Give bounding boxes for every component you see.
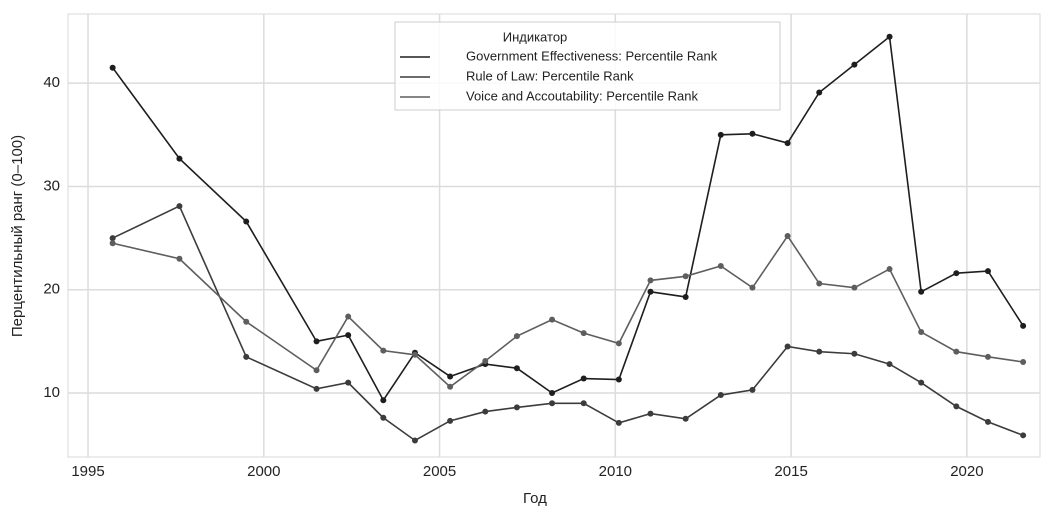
data-point <box>345 379 352 386</box>
data-point <box>513 404 520 411</box>
data-point <box>918 288 925 295</box>
data-point <box>682 273 689 280</box>
data-point <box>549 400 556 407</box>
data-point <box>647 288 654 295</box>
data-point <box>345 332 352 339</box>
data-point <box>243 218 250 225</box>
data-point <box>953 403 960 410</box>
data-point <box>447 373 454 380</box>
y-axis-label: Перцентильный ранг (0–100) <box>9 135 26 337</box>
data-point <box>411 437 418 444</box>
x-tick-label: 2000 <box>247 463 280 480</box>
data-point <box>953 270 960 277</box>
x-axis-label: Год <box>523 490 547 507</box>
data-point <box>447 417 454 424</box>
data-point <box>109 64 116 71</box>
data-point <box>513 333 520 340</box>
data-point <box>717 262 724 269</box>
x-tick-label: 2005 <box>423 463 456 480</box>
data-point <box>615 419 622 426</box>
data-point <box>109 240 116 247</box>
y-tick-label: 30 <box>43 177 60 194</box>
data-point <box>851 350 858 357</box>
y-tick-label: 10 <box>43 384 60 401</box>
plot-frame <box>67 13 1041 458</box>
data-point <box>918 329 925 336</box>
data-point <box>380 397 387 404</box>
data-point <box>513 365 520 372</box>
legend-title: Индикатор <box>503 29 568 44</box>
data-point <box>109 235 116 242</box>
data-point <box>1020 358 1027 365</box>
data-point <box>411 351 418 358</box>
data-point <box>682 415 689 422</box>
data-point <box>580 400 587 407</box>
data-point <box>380 347 387 354</box>
data-point <box>549 316 556 323</box>
y-tick-label: 20 <box>43 281 60 298</box>
data-point <box>447 383 454 390</box>
data-point <box>984 268 991 275</box>
data-point <box>816 348 823 355</box>
data-point <box>580 330 587 337</box>
legend-label: Rule of Law: Percentile Rank <box>466 68 634 83</box>
data-point <box>615 340 622 347</box>
data-point <box>615 376 622 383</box>
data-point <box>682 293 689 300</box>
data-point <box>482 357 489 364</box>
data-point <box>749 284 756 291</box>
data-point <box>784 343 791 350</box>
data-point <box>313 367 320 374</box>
data-point <box>313 338 320 345</box>
data-point <box>984 353 991 360</box>
legend-box <box>394 21 781 111</box>
data-point <box>313 385 320 392</box>
data-point <box>345 313 352 320</box>
legend-label: Voice and Accoutability: Percentile Rank <box>466 88 698 103</box>
data-point <box>918 379 925 386</box>
data-point <box>243 353 250 360</box>
data-point <box>1020 322 1027 329</box>
data-point <box>380 414 387 421</box>
legend: Индикатор Government Effectiveness: Perce… <box>394 21 781 111</box>
data-point <box>1020 432 1027 439</box>
x-tick-label: 1995 <box>71 463 104 480</box>
data-point <box>784 233 791 240</box>
data-point <box>953 348 960 355</box>
data-point <box>816 89 823 96</box>
y-tick-label: 40 <box>43 74 60 91</box>
data-point <box>749 386 756 393</box>
data-point <box>243 318 250 325</box>
data-point <box>717 131 724 138</box>
data-point <box>580 375 587 382</box>
x-tick-label: 2010 <box>599 463 632 480</box>
legend-label: Government Effectiveness: Percentile Ran… <box>466 48 718 63</box>
data-point <box>647 410 654 417</box>
data-point <box>482 408 489 415</box>
data-point <box>816 280 823 287</box>
data-point <box>784 140 791 147</box>
data-point <box>886 361 893 368</box>
data-point <box>984 418 991 425</box>
data-point <box>886 33 893 40</box>
data-point <box>647 277 654 284</box>
data-point <box>176 155 183 162</box>
data-point <box>851 61 858 68</box>
x-tick-label: 2020 <box>950 463 983 480</box>
data-point <box>749 130 756 137</box>
data-point <box>176 255 183 262</box>
data-point <box>717 392 724 399</box>
data-point <box>886 266 893 273</box>
data-point <box>549 389 556 396</box>
data-point <box>176 203 183 210</box>
data-point <box>851 284 858 291</box>
x-tick-label: 2015 <box>774 463 807 480</box>
